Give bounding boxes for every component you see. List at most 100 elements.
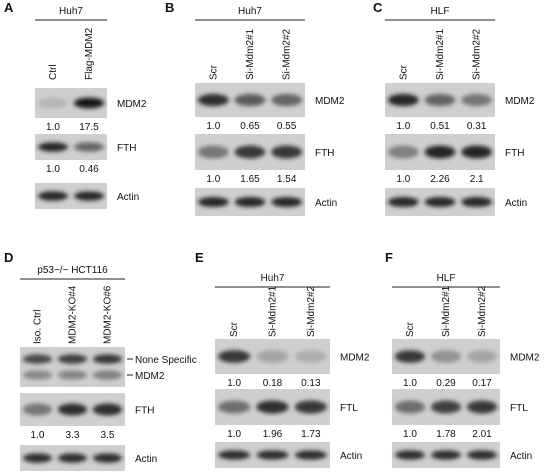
panel-letter: E — [195, 250, 204, 265]
quantification: 0.18 — [263, 378, 283, 389]
band — [197, 196, 229, 208]
protein-label: MDM2 — [135, 371, 165, 382]
band — [197, 93, 229, 107]
band — [218, 350, 251, 363]
quantification: 17.5 — [79, 122, 99, 133]
band — [73, 97, 105, 109]
panel-letter: F — [385, 250, 393, 265]
protein-label: None Specific — [135, 355, 197, 366]
protein-label: Actin — [340, 451, 362, 462]
blot-background — [20, 347, 125, 387]
quantification: 0.46 — [79, 164, 99, 175]
protein-label: FTH — [505, 148, 524, 159]
lane-label: MDM2-KO#6 — [103, 285, 114, 344]
band — [92, 370, 123, 380]
quantification: 1.0 — [227, 378, 241, 389]
lane-label: Si-Mdm2#1 — [268, 285, 279, 337]
band — [218, 400, 251, 414]
protein-label: MDM2 — [117, 99, 147, 110]
band — [294, 450, 327, 460]
cell-line-header: Huh7 — [261, 273, 285, 284]
quantification: 2.01 — [472, 429, 492, 440]
band — [234, 196, 266, 208]
quantification: 1.73 — [301, 429, 321, 440]
lane-label: Si-Mdm2#2 — [477, 285, 488, 337]
band — [73, 142, 105, 152]
panel-letter: D — [4, 250, 13, 265]
quantification: 1.96 — [263, 429, 283, 440]
lane-label: Scr — [229, 321, 240, 337]
protein-label: MDM2 — [505, 96, 535, 107]
quantification: 1.0 — [403, 429, 417, 440]
cell-line-header: Huh7 — [238, 6, 262, 17]
cell-line-header: Huh7 — [59, 6, 83, 17]
band — [461, 145, 493, 159]
band — [294, 400, 327, 414]
panel-letter: C — [373, 0, 383, 15]
band — [466, 450, 498, 460]
band — [22, 403, 53, 416]
quantification: 2.1 — [470, 174, 484, 185]
lane-label: Si-Mdm2#2 — [282, 28, 293, 80]
protein-label: MDM2 — [315, 96, 345, 107]
quantification: 1.0 — [396, 174, 410, 185]
band — [197, 145, 229, 159]
protein-label: Actin — [505, 198, 527, 209]
panel: C HLF Scr Si-Mdm2#1 Si-Mdm2#2 MDM2 1.0 0.51 0.31… — [373, 0, 535, 216]
lane-label: Scr — [405, 321, 416, 337]
band — [234, 93, 266, 107]
band — [73, 191, 105, 201]
band — [394, 450, 426, 460]
quantification: 0.13 — [301, 378, 321, 389]
band — [57, 370, 88, 380]
panel: F HLF Scr Si-Mdm2#1 Si-Mdm2#2 MDM2 1.0 0.29 0.17… — [385, 250, 540, 468]
band — [430, 400, 462, 414]
band — [37, 97, 69, 109]
lane-label: Si-Mdm2#1 — [245, 28, 256, 80]
quantification: 0.29 — [436, 378, 456, 389]
protein-label: FTH — [315, 148, 334, 159]
protein-label: FTH — [135, 406, 154, 417]
band — [234, 145, 266, 159]
protein-label: Actin — [315, 198, 337, 209]
lane-label: Scr — [398, 64, 409, 80]
quantification: 1.0 — [206, 174, 220, 185]
lane-label: Scr — [208, 64, 219, 80]
band — [271, 93, 303, 107]
band — [461, 196, 493, 208]
protein-label: FTL — [340, 403, 358, 414]
band — [430, 450, 462, 460]
lane-label: Si-Mdm2#2 — [306, 285, 317, 337]
panel-letter: B — [165, 0, 174, 15]
quantification: 1.78 — [436, 429, 456, 440]
panel: E Huh7 Scr Si-Mdm2#1 Si-Mdm2#2 MDM2 1.0 0.18 0.1… — [195, 250, 370, 468]
quantification: 1.0 — [206, 121, 220, 132]
protein-label: FTL — [510, 403, 528, 414]
band — [387, 145, 419, 159]
quantification: 0.55 — [277, 121, 297, 132]
protein-label: MDM2 — [510, 353, 540, 364]
quantification: 1.0 — [46, 122, 60, 133]
quantification: 0.65 — [240, 121, 260, 132]
quantification: 1.0 — [396, 121, 410, 132]
lane-label: Si-Mdm2#2 — [472, 28, 483, 80]
protein-label: MDM2 — [340, 353, 370, 364]
quantification: 0.17 — [472, 378, 492, 389]
band — [256, 350, 289, 363]
protein-label: Actin — [135, 454, 157, 465]
band — [424, 196, 456, 208]
panel: A Huh7 Ctrl Flag-MDM2 MDM2 1.0 17.5 FTH 1.0 0.46 A… — [4, 0, 147, 209]
cell-line-header: HLF — [431, 6, 450, 17]
quantification: 1.54 — [277, 174, 297, 185]
quantification: 0.51 — [430, 121, 450, 132]
band — [466, 400, 498, 414]
protein-label: FTH — [117, 143, 136, 154]
band — [256, 400, 289, 414]
band — [22, 453, 53, 463]
band — [92, 354, 123, 364]
band — [387, 93, 419, 107]
quantification: 1.0 — [227, 429, 241, 440]
band — [37, 191, 69, 201]
band — [57, 354, 88, 364]
